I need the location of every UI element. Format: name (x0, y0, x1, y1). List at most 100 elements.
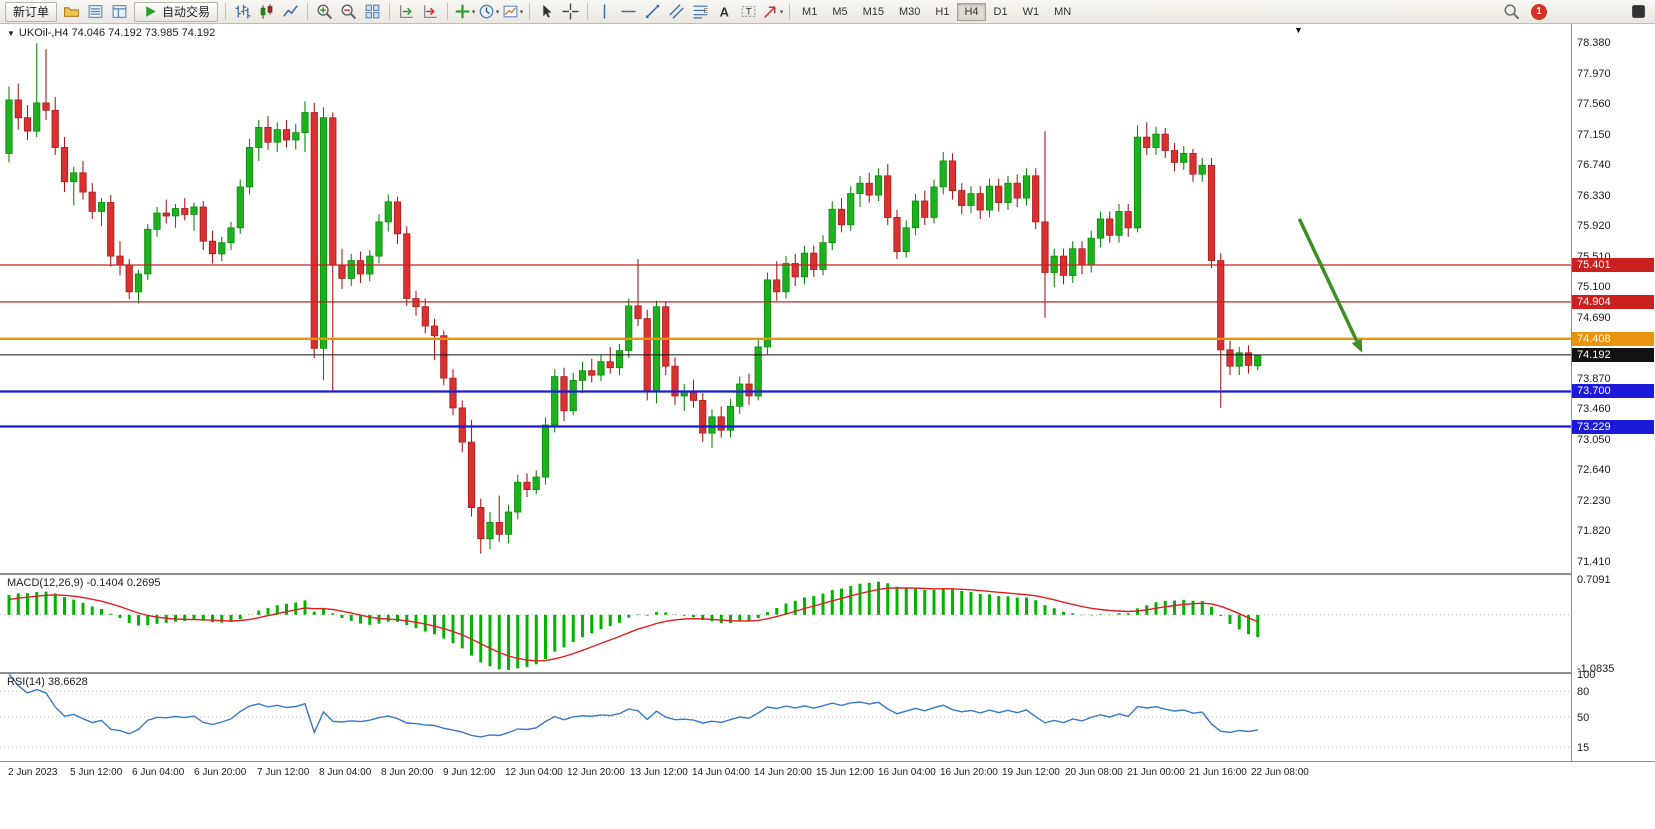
timeframe-m15-button[interactable]: M15 (862, 5, 884, 18)
price-line-badge: 75.401 (1572, 258, 1654, 272)
price-axis-label: 71.410 (1577, 556, 1611, 568)
price-line-badge: 74.408 (1572, 332, 1654, 346)
timeframe-m1-button[interactable]: M1 (802, 5, 818, 18)
symbol-dropdown-icon[interactable]: ▼ (7, 28, 15, 38)
macd-label: MACD(12,26,9) -0.1404 0.2695 (7, 577, 161, 589)
price-axis-label: 78.380 (1577, 37, 1611, 49)
price-axis-label: 73.870 (1577, 373, 1611, 385)
toolbar-right-group: 1 (1500, 2, 1652, 22)
symbol-ohlc-text: UKOil-,H4 74.046 74.192 73.985 74.192 (18, 27, 216, 39)
new-order-button[interactable]: 新订单 (5, 1, 58, 22)
cursor-icon[interactable] (535, 2, 558, 22)
dropdown-caret-icon: ▾ (471, 8, 476, 16)
time-axis-label: 8 Jun 20:00 (381, 767, 434, 778)
trendline-icon[interactable] (641, 2, 664, 22)
price-axis-label: 73.460 (1577, 403, 1611, 415)
shapes-icon[interactable]: ▾ (761, 2, 784, 22)
price-axis-label: 75.920 (1577, 220, 1611, 232)
time-axis-label: 8 Jun 04:00 (319, 767, 372, 778)
price-axis-label: 77.150 (1577, 129, 1611, 141)
rsi-axis-label: 100 (1577, 669, 1596, 681)
rsi-chart[interactable] (0, 674, 1571, 760)
timeframe-m5-button[interactable]: M5 (832, 5, 848, 18)
dropdown-caret-icon: ▾ (519, 8, 524, 16)
time-axis[interactable]: 2 Jun 2023 5 Jun 12:00 6 Jun 04:00 6 Jun 20… (0, 761, 1655, 788)
toolbar-separator (307, 3, 309, 20)
scroll-end-marker-icon[interactable]: ▼ (1294, 25, 1303, 35)
fibonacci-icon[interactable]: E (689, 2, 712, 22)
rsi-axis-label: 80 (1577, 686, 1590, 698)
price-axis[interactable]: 78.380 77.970 77.560 77.150 76.740 76.330 75.9… (1571, 24, 1655, 761)
toolbar: 新订单 自动交易 ▾ ▾ ▾ E A T ▾ M1 M5 M15 M30 H1 H4 D1 W1 MN 1 (0, 0, 1655, 24)
auto-trading-button[interactable]: 自动交易 (134, 1, 219, 22)
toolbar-separator (789, 3, 791, 20)
play-icon (142, 3, 159, 20)
templates-icon[interactable]: ▾ (501, 2, 524, 22)
toolbar-separator (529, 3, 531, 20)
chart-shift-icon[interactable] (419, 2, 442, 22)
tile-windows-icon[interactable] (361, 2, 384, 22)
market-watch-icon[interactable] (84, 2, 107, 22)
time-axis-label: 13 Jun 12:00 (630, 767, 688, 778)
price-axis-label: 76.330 (1577, 190, 1611, 202)
rsi-axis-label: 50 (1577, 712, 1590, 724)
pane-splitter[interactable] (0, 573, 1655, 575)
svg-text:T: T (746, 7, 752, 18)
chart-window: ▼ UKOil-,H4 74.046 74.192 73.985 74.192 … (0, 24, 1655, 829)
time-axis-label: 21 Jun 16:00 (1189, 767, 1247, 778)
timeframe-mn-button[interactable]: MN (1054, 5, 1072, 18)
rsi-label: RSI(14) 38.6628 (7, 676, 88, 688)
time-axis-label: 12 Jun 20:00 (567, 767, 625, 778)
toolbar-separator (587, 3, 589, 20)
zoom-out-icon[interactable] (337, 2, 360, 22)
svg-text:E: E (704, 8, 708, 15)
vertical-line-icon[interactable] (593, 2, 616, 22)
price-chart[interactable] (0, 24, 1571, 573)
time-axis-label: 14 Jun 20:00 (754, 767, 812, 778)
timeframe-h4-button[interactable]: H4 (957, 2, 986, 21)
toolbar-separator (225, 3, 227, 20)
macd-axis-label: 0.7091 (1577, 574, 1611, 586)
timeframe-d1-button[interactable]: D1 (993, 5, 1008, 18)
auto-scroll-icon[interactable] (395, 2, 418, 22)
toolbar-separator (447, 3, 449, 20)
dropdown-caret-icon: ▾ (495, 8, 500, 16)
time-axis-label: 2 Jun 2023 (8, 767, 58, 778)
time-axis-label: 19 Jun 12:00 (1002, 767, 1060, 778)
pane-splitter[interactable] (0, 672, 1655, 674)
panel-toggle-icon[interactable] (1627, 2, 1650, 22)
bar-chart-icon[interactable] (231, 2, 254, 22)
zoom-in-icon[interactable] (313, 2, 336, 22)
rsi-axis-label: 15 (1577, 742, 1590, 754)
time-axis-label: 16 Jun 20:00 (940, 767, 998, 778)
time-axis-label: 22 Jun 08:00 (1251, 767, 1309, 778)
svg-text:A: A (720, 4, 729, 19)
candlestick-chart-icon[interactable] (255, 2, 278, 22)
text-label-icon[interactable]: T (737, 2, 760, 22)
new-chart-icon[interactable]: ▾ (453, 2, 476, 22)
time-axis-label: 20 Jun 08:00 (1065, 767, 1123, 778)
periods-icon[interactable]: ▾ (477, 2, 500, 22)
price-axis-label: 72.640 (1577, 464, 1611, 476)
time-axis-label: 6 Jun 20:00 (194, 767, 247, 778)
chart-profile-icon[interactable] (60, 2, 83, 22)
horizontal-line-icon[interactable] (617, 2, 640, 22)
timeframe-h1-button[interactable]: H1 (935, 5, 950, 18)
notification-badge[interactable]: 1 (1531, 3, 1547, 20)
data-window-icon[interactable] (108, 2, 131, 22)
price-axis-label: 77.970 (1577, 68, 1611, 80)
dropdown-caret-icon: ▾ (779, 8, 784, 16)
text-icon[interactable]: A (713, 2, 736, 22)
time-axis-label: 7 Jun 12:00 (257, 767, 310, 778)
channel-icon[interactable] (665, 2, 688, 22)
price-axis-label: 73.050 (1577, 434, 1611, 446)
time-axis-label: 12 Jun 04:00 (505, 767, 563, 778)
macd-chart[interactable] (0, 575, 1571, 672)
line-chart-icon[interactable] (279, 2, 302, 22)
crosshair-icon[interactable] (559, 2, 582, 22)
time-axis-label: 6 Jun 04:00 (132, 767, 185, 778)
current-price-badge: 74.192 (1572, 348, 1654, 362)
timeframe-w1-button[interactable]: W1 (1022, 5, 1040, 18)
search-icon[interactable] (1500, 2, 1523, 22)
timeframe-m30-button[interactable]: M30 (899, 5, 921, 18)
